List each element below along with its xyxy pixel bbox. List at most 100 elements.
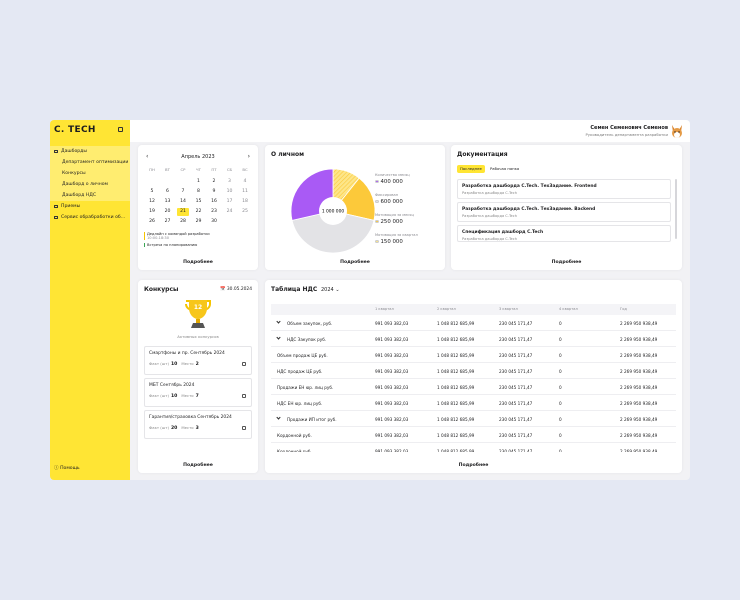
day[interactable]: 17	[226, 199, 233, 204]
table-cell: 0	[559, 369, 562, 374]
contest-stats: Факт (шт) 20 Место 3	[149, 425, 247, 431]
scrollbar[interactable]	[675, 179, 677, 239]
contest-item[interactable]: Смартфоны и пр. Сентябрь 2024 Факт (шт) 10…	[144, 346, 252, 375]
doc-title: Разработка дашборда C.Tech. ТехЗадание. …	[462, 207, 596, 212]
day[interactable]: 2	[212, 179, 216, 184]
day[interactable]: 9	[212, 189, 216, 194]
avatar[interactable]	[670, 123, 684, 139]
doc-item[interactable]: Разработка дашборда C.Tech. ТехЗадание. …	[457, 202, 671, 222]
copy-icon[interactable]	[242, 362, 246, 366]
table-cell: 230 045 171,47	[499, 385, 533, 390]
weekday: ВС	[242, 167, 248, 172]
day[interactable]: 3	[228, 179, 231, 184]
contest-item[interactable]: Гарантия/страховка Сентябрь 2024 Факт (шт…	[144, 410, 252, 439]
table-row: НДС продаж ЦЕ руб. 991 093 382,03 1 048 81…	[271, 363, 676, 379]
day[interactable]: 18	[242, 199, 248, 204]
day[interactable]: 10	[226, 189, 233, 194]
day[interactable]: 6	[166, 189, 169, 194]
table-cell: 230 045 171,47	[499, 449, 533, 452]
contest-item[interactable]: МБТ Сентябрь 2024 Факт (шт) 10 Место 7	[144, 378, 252, 407]
place-label: Место	[181, 361, 194, 366]
day[interactable]: 8	[197, 189, 200, 194]
day[interactable]: 16	[211, 199, 217, 204]
pie-total: 1 000 000	[322, 209, 345, 215]
tab[interactable]: Последнее	[457, 165, 485, 173]
tab[interactable]: Рабочая папка	[490, 166, 520, 171]
expand-icon[interactable]	[276, 415, 281, 420]
submenu-item[interactable]: Конкурсы	[50, 168, 130, 179]
table-cell: 991 093 382,03	[375, 433, 409, 438]
menu-item[interactable]: Приемы	[50, 201, 130, 212]
expand-icon[interactable]	[276, 335, 281, 340]
collapse-button[interactable]	[118, 127, 123, 132]
table-row: Объем продаж ЦЕ руб. 991 093 382,03 1 048 …	[271, 347, 676, 363]
legend-name: Мотивация за квартал	[375, 233, 418, 237]
fact-label: Факт (шт)	[149, 425, 169, 430]
table-cell: 2 269 950 938,49	[620, 321, 658, 326]
doc-item[interactable]: Разработка дашборда C.Tech. ТехЗадание. …	[457, 179, 671, 199]
table-cell: 1 048 812 685,99	[437, 401, 475, 406]
year-select[interactable]: 2024 ⌄	[321, 287, 340, 293]
day[interactable]: 30	[211, 219, 217, 224]
day[interactable]: 12	[149, 199, 155, 204]
help-link[interactable]: ⓘ Помощь	[54, 466, 80, 471]
day[interactable]: 22	[195, 209, 202, 214]
day[interactable]: 13	[164, 199, 171, 204]
expand-icon[interactable]	[276, 319, 281, 324]
day[interactable]: 5	[150, 189, 154, 194]
card-title: О личном	[271, 151, 305, 158]
table-cell: 1 048 812 685,99	[437, 385, 475, 390]
table-cell: 2 269 950 938,49	[620, 369, 658, 374]
table-cell: 0	[559, 417, 562, 422]
day[interactable]: 28	[180, 219, 186, 224]
day[interactable]: 29	[195, 219, 202, 224]
more-button[interactable]: Подробнее	[183, 260, 213, 265]
copy-icon[interactable]	[242, 426, 246, 430]
doc-item[interactable]: Спецификация дашборд C.Tech Разработка да…	[457, 225, 671, 242]
menu-item[interactable]: Дашборды	[50, 146, 130, 157]
day[interactable]: 1	[197, 179, 200, 184]
more-button[interactable]: Подробнее	[340, 260, 370, 265]
day[interactable]: 26	[149, 219, 155, 224]
day[interactable]: 27	[164, 219, 171, 224]
day[interactable]: 15	[195, 199, 202, 204]
table-cell: 2 269 950 938,49	[620, 337, 658, 342]
menu-item[interactable]: Сервис обрабработки об...	[50, 212, 130, 223]
day[interactable]: 21	[177, 208, 189, 216]
legend-item: 150 000	[375, 239, 403, 245]
menu: Дашборды Департамент оптимизации Конкурсы Д…	[50, 146, 130, 223]
more-button[interactable]: Подробнее	[458, 463, 489, 468]
active-count: 12	[193, 304, 203, 311]
doc-title: Разработка дашборда C.Tech. ТехЗадание. …	[462, 184, 597, 189]
more-button[interactable]: Подробнее	[551, 260, 582, 265]
menu-icon	[54, 205, 58, 208]
submenu-item[interactable]: Дашборд о личном	[50, 179, 130, 190]
day[interactable]: 19	[149, 209, 155, 214]
day[interactable]: 23	[211, 209, 217, 214]
day[interactable]: 7	[181, 189, 185, 194]
next-month[interactable]: ›	[247, 153, 250, 160]
prev-month[interactable]: ‹	[146, 153, 149, 160]
table-cell: 1 048 812 685,99	[437, 369, 475, 374]
day[interactable]: 14	[180, 199, 186, 204]
active-label: Активных конкурсов	[177, 334, 219, 339]
table-cell: 230 045 171,47	[499, 321, 533, 326]
doc-subtitle: Разработка дашборда C.Tech	[462, 191, 517, 195]
day[interactable]: 4	[243, 179, 247, 184]
event-title: Встреча по планированию	[147, 243, 198, 247]
contests-card: Конкурсы 📅 30.05.2024 12 Активных конкур…	[138, 280, 258, 473]
submenu-item[interactable]: Департамент оптимизации	[50, 157, 130, 168]
day[interactable]: 20	[164, 209, 171, 214]
table-cell: 0	[559, 433, 562, 438]
menu-label: Сервис обрабработки об...	[61, 215, 126, 220]
menu-icon	[54, 216, 58, 219]
day[interactable]: 24	[226, 209, 233, 214]
day[interactable]: 25	[242, 209, 248, 214]
submenu-item[interactable]: Дашборд НДС	[50, 190, 130, 201]
weekday: ВТ	[165, 167, 170, 172]
copy-icon[interactable]	[242, 394, 246, 398]
table-cell: 1 048 812 685,99	[437, 449, 475, 452]
more-button[interactable]: Подробнее	[183, 463, 213, 468]
day[interactable]: 11	[242, 189, 248, 194]
fact-label: Факт (шт)	[149, 361, 169, 366]
